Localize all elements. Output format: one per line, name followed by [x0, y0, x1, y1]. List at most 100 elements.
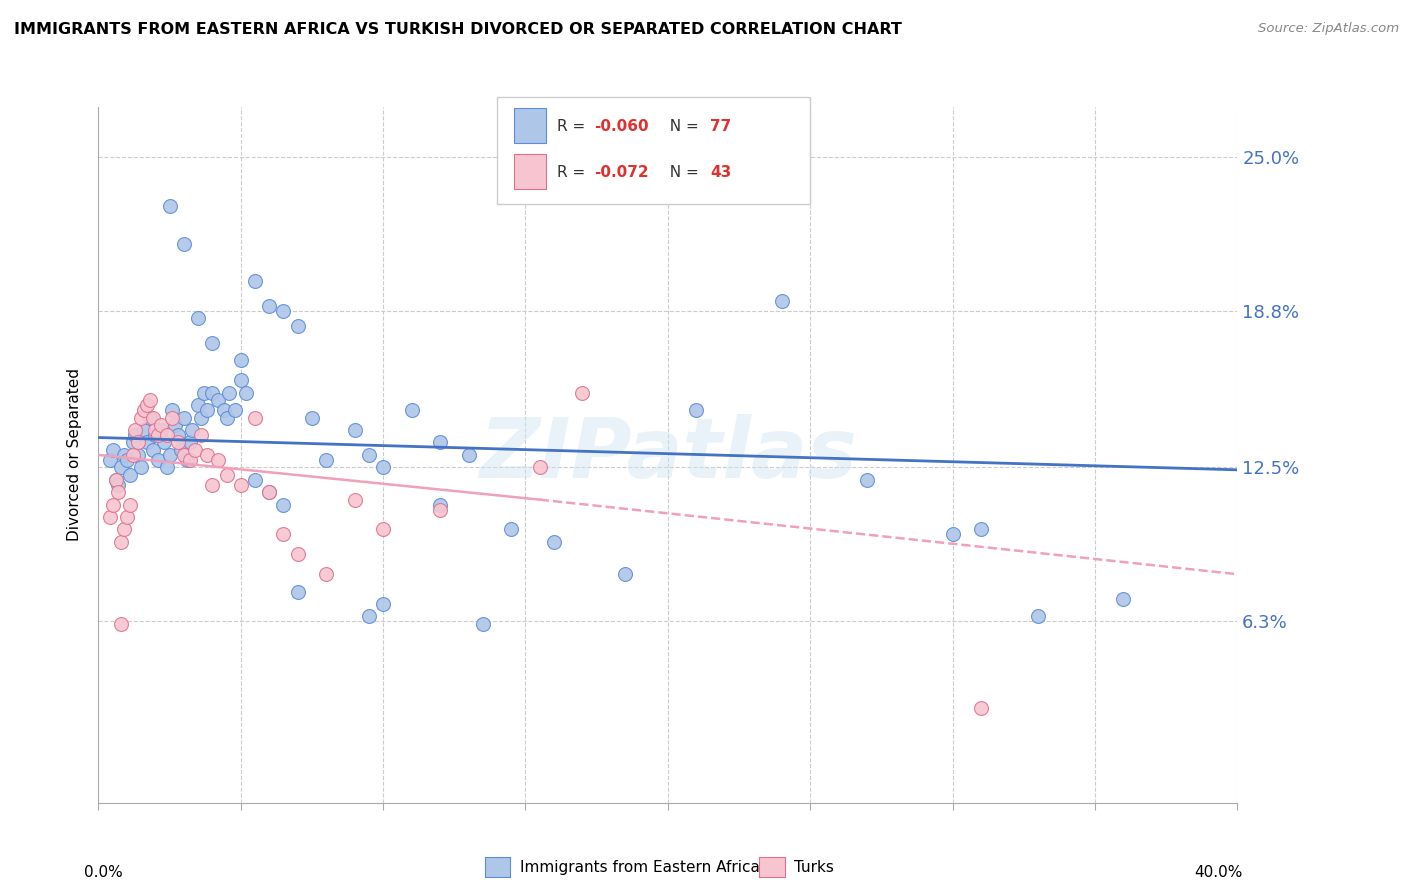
Point: [373, 597, 395, 611]
Point: [148, 428, 170, 442]
Point: [127, 435, 149, 450]
Point: [343, 423, 366, 437]
Point: [135, 435, 157, 450]
Point: [942, 527, 965, 541]
Point: [229, 353, 252, 368]
Point: [273, 498, 295, 512]
Point: [529, 460, 551, 475]
Point: [176, 453, 198, 467]
Text: 40.0%: 40.0%: [1195, 865, 1243, 880]
Point: [273, 527, 295, 541]
Point: [207, 453, 229, 467]
Point: [207, 393, 229, 408]
Point: [101, 442, 124, 457]
Point: [373, 523, 395, 537]
Point: [110, 534, 132, 549]
Point: [401, 403, 423, 417]
Point: [970, 701, 993, 715]
Point: [124, 423, 146, 437]
Point: [112, 448, 135, 462]
Point: [224, 403, 246, 417]
Point: [138, 410, 160, 425]
Point: [179, 435, 201, 450]
Point: [770, 293, 793, 308]
Point: [101, 498, 124, 512]
Point: [173, 410, 195, 425]
Point: [170, 442, 193, 457]
Text: Turks: Turks: [794, 860, 834, 874]
Point: [162, 410, 184, 425]
Text: N =: N =: [659, 119, 703, 134]
Point: [457, 448, 479, 462]
Point: [315, 567, 337, 582]
Point: [118, 498, 141, 512]
Point: [287, 318, 309, 333]
Point: [195, 403, 218, 417]
Point: [145, 428, 167, 442]
Text: -0.060: -0.060: [593, 119, 648, 134]
Point: [373, 460, 395, 475]
Y-axis label: Divorced or Separated: Divorced or Separated: [67, 368, 83, 541]
Point: [159, 199, 181, 213]
Point: [107, 477, 129, 491]
Point: [543, 534, 565, 549]
Point: [315, 453, 337, 467]
Point: [110, 616, 132, 631]
Point: [259, 299, 281, 313]
Point: [141, 410, 163, 425]
Point: [153, 435, 176, 450]
Point: [129, 460, 152, 475]
Text: R =: R =: [557, 119, 591, 134]
Point: [148, 453, 170, 467]
Point: [229, 477, 252, 491]
Point: [107, 485, 129, 500]
Text: R =: R =: [557, 165, 591, 180]
Point: [187, 398, 209, 412]
Point: [287, 547, 309, 561]
Point: [121, 435, 143, 450]
Text: 43: 43: [710, 165, 731, 180]
Point: [259, 485, 281, 500]
Point: [167, 435, 190, 450]
Point: [190, 428, 212, 442]
Point: [145, 423, 167, 437]
Point: [156, 428, 179, 442]
Point: [429, 498, 451, 512]
FancyBboxPatch shape: [498, 96, 810, 204]
Point: [1026, 609, 1049, 624]
Point: [135, 398, 157, 412]
Point: [141, 442, 163, 457]
Point: [243, 274, 266, 288]
Point: [195, 448, 218, 462]
Point: [167, 428, 190, 442]
FancyBboxPatch shape: [515, 154, 546, 189]
Point: [571, 385, 593, 400]
Point: [501, 523, 523, 537]
Point: [343, 492, 366, 507]
Point: [229, 373, 252, 387]
Point: [357, 609, 380, 624]
Point: [162, 403, 184, 417]
Point: [190, 410, 212, 425]
Point: [110, 460, 132, 475]
Point: [159, 448, 181, 462]
Point: [287, 584, 309, 599]
Point: [970, 523, 993, 537]
Point: [156, 460, 179, 475]
Point: [215, 467, 238, 482]
Point: [132, 423, 155, 437]
Text: Immigrants from Eastern Africa: Immigrants from Eastern Africa: [520, 860, 761, 874]
Point: [685, 403, 707, 417]
Point: [429, 502, 451, 516]
Point: [129, 410, 152, 425]
Point: [856, 473, 879, 487]
Point: [165, 418, 187, 433]
Point: [212, 403, 235, 417]
Point: [150, 423, 173, 437]
Point: [118, 467, 141, 482]
Point: [127, 448, 149, 462]
Point: [193, 385, 215, 400]
Point: [201, 385, 224, 400]
Point: [218, 385, 240, 400]
Text: Source: ZipAtlas.com: Source: ZipAtlas.com: [1258, 22, 1399, 36]
